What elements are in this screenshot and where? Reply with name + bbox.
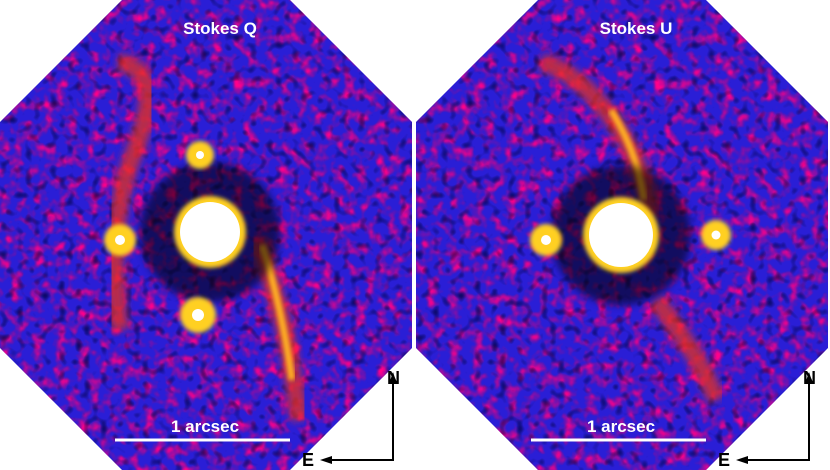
north-label: N [803, 368, 816, 388]
core [115, 235, 125, 245]
east-label: E [302, 450, 314, 470]
panel: Stokes U 1 arcsec N E [416, 0, 828, 470]
compass-arrows [328, 380, 394, 461]
polarization-map [0, 0, 412, 470]
core [192, 309, 204, 321]
core [196, 151, 204, 159]
disk-arc [106, 53, 157, 332]
core [711, 230, 721, 240]
north-head [389, 372, 397, 384]
scale-label: 1 arcsec [587, 417, 655, 436]
panel-title: Stokes U [600, 19, 673, 38]
panel: Stokes Q 1 arcsec N E [0, 0, 412, 470]
disk-arc [648, 294, 725, 403]
scale-label: 1 arcsec [171, 417, 239, 436]
polarization-map [416, 0, 828, 470]
core [589, 203, 653, 267]
north-head [805, 372, 813, 384]
east-label: E [718, 450, 730, 470]
core [180, 202, 240, 262]
east-head [320, 456, 332, 464]
panel-title: Stokes Q [183, 19, 257, 38]
compass-arrows [744, 380, 810, 461]
north-label: N [387, 368, 400, 388]
east-head [736, 456, 748, 464]
core [541, 235, 551, 245]
